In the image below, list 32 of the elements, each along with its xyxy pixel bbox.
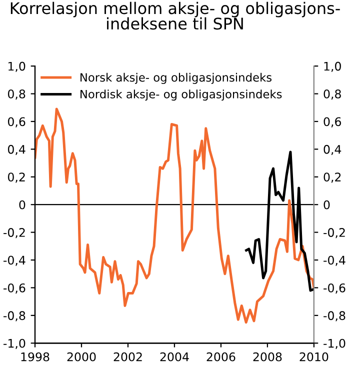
y-tick-label: 0,2 [324, 172, 341, 183]
y2-tick-label: 0,4 [8, 144, 26, 156]
y2-tick-label: -0,6 [4, 283, 26, 294]
x-tick-label: 1998 [21, 352, 50, 362]
y-tick-label: 0,4 [324, 144, 342, 156]
y-tick-label: 0,8 [324, 89, 341, 100]
y2-tick-label: -0,4 [4, 256, 26, 266]
legend-label: Nordisk aksje- og obligasjonsindeks [80, 90, 282, 101]
y-tick-label: -0,8 [324, 311, 346, 322]
y2-tick-label: 0,2 [8, 172, 25, 183]
y-tick-label: 1,0 [324, 62, 341, 72]
x-tick-label: 2004 [160, 352, 189, 362]
y2-tick-label: -1,0 [4, 338, 26, 350]
x-tick-label: 2006 [206, 352, 236, 362]
x-tick-label: 2010 [300, 352, 328, 362]
y-tick-label: -0,4 [324, 256, 346, 266]
x-tick-label: 2008 [253, 352, 282, 362]
y-tick-label: 0 [324, 200, 330, 210]
y2-tick-label: 0 [19, 200, 26, 210]
y-tick-label: -0,2 [324, 228, 345, 238]
y2-tick-label: -0,2 [4, 228, 25, 238]
x-tick-label: 2002 [114, 352, 142, 362]
y-tick-label: -1,0 [324, 338, 346, 350]
x-tick-label: 2000 [67, 352, 96, 362]
y-tick-label: -0,6 [324, 283, 346, 294]
chart-title: Korrelasjon mellom aksje- og obligasjons- indeksene til SPN [10, 2, 340, 30]
y2-tick-label: 0,6 [8, 117, 26, 128]
y-tick-label: 0,6 [324, 117, 342, 128]
y2-tick-label: 1,0 [8, 62, 26, 72]
legend-label: Norsk aksje- og obligasjonsindeks [80, 72, 272, 84]
y2-tick-label: -0,8 [4, 311, 26, 322]
y2-tick-label: 0,8 [8, 89, 26, 100]
